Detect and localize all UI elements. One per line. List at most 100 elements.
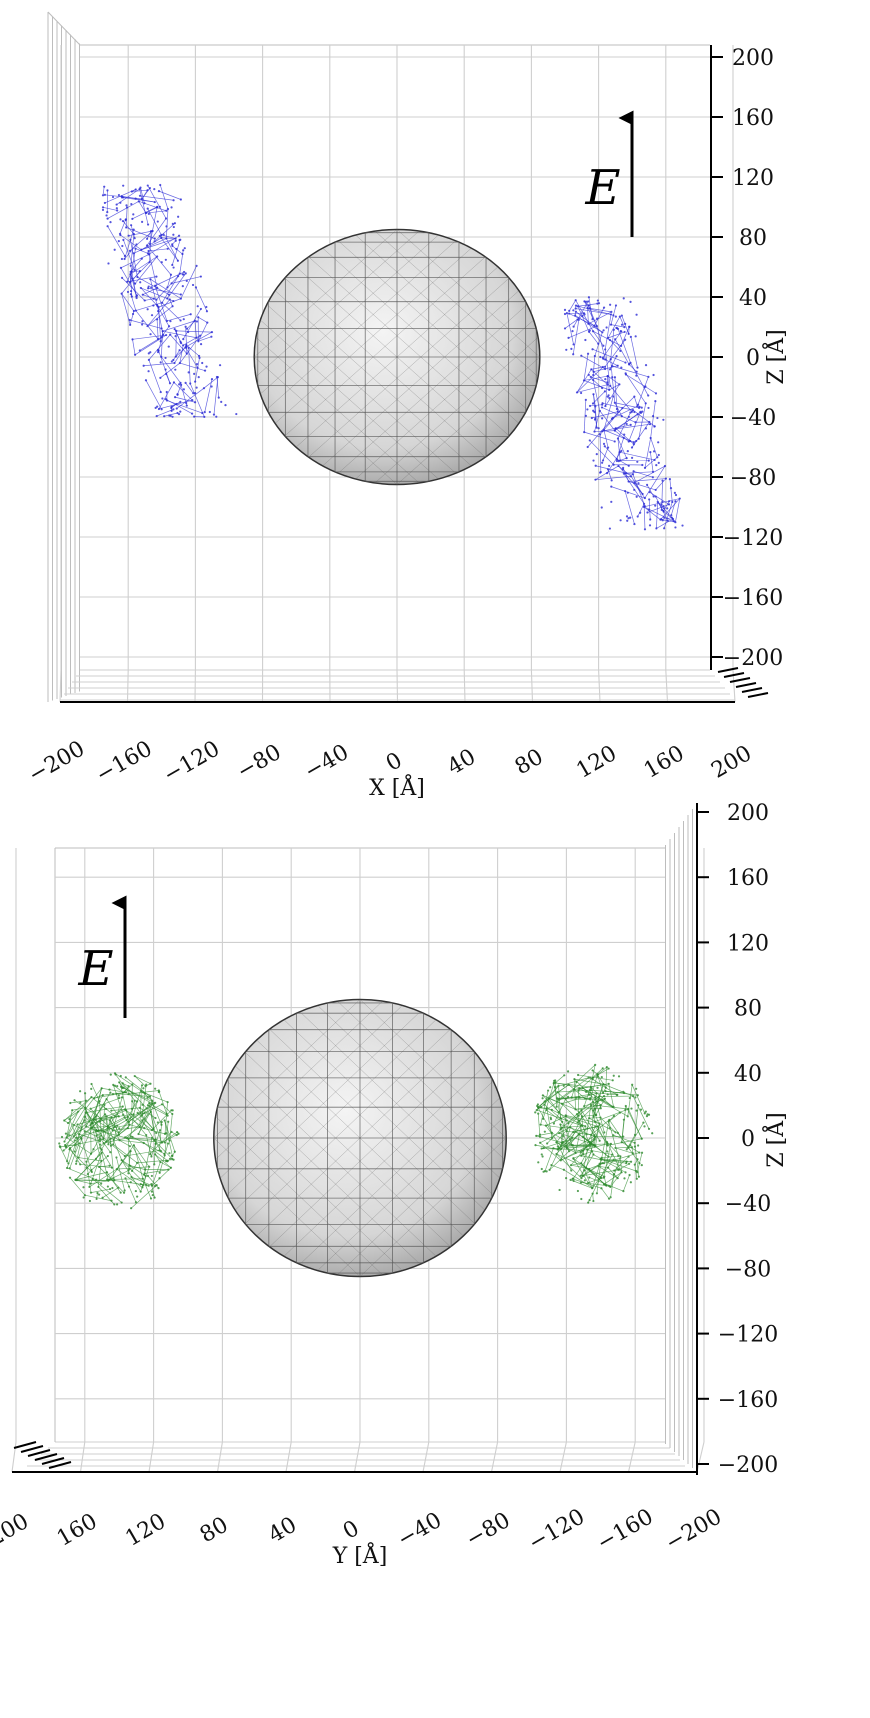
e-field-label: E xyxy=(77,941,113,997)
z-tick-label: 0 xyxy=(746,346,760,371)
x-axis-title: X [Å] xyxy=(369,773,425,801)
sphere-diagonal xyxy=(214,1000,409,1276)
sphere-diagonal xyxy=(214,1000,385,1276)
z-tick-label: 0 xyxy=(741,1127,755,1152)
pane-decor xyxy=(47,11,736,703)
protein-mesh xyxy=(563,296,684,531)
protein-meshes xyxy=(101,183,684,531)
z-tick-label: 160 xyxy=(727,866,769,891)
z-tick-label: 40 xyxy=(734,1062,762,1087)
sphere-diagonal xyxy=(214,1000,458,1276)
sphere-diagonal xyxy=(214,1000,506,1276)
z-tick-label: 40 xyxy=(739,286,767,311)
z-tick-label: 200 xyxy=(727,801,769,826)
z-tick-label: −200 xyxy=(723,646,783,671)
x-tick-label: −120 xyxy=(159,736,224,788)
protein-mesh xyxy=(58,1072,180,1210)
sphere-diagonal xyxy=(214,1000,385,1276)
x-tick-label: −80 xyxy=(462,1508,515,1553)
z-axis: 200 160 120 80 40 0 −40 −80 −120 −160 −200 xyxy=(696,801,778,1478)
sphere-diagonal xyxy=(262,1000,506,1276)
depth-tick xyxy=(741,687,763,693)
sphere-diagonal xyxy=(255,230,421,484)
sphere-diagonal xyxy=(214,1000,409,1276)
depth-tick xyxy=(747,692,769,698)
sphere-diagonal xyxy=(311,1000,506,1276)
x-tick-label: 0 xyxy=(339,1516,364,1545)
z-tick-label: 200 xyxy=(732,46,774,71)
z-tick-label: −120 xyxy=(723,526,783,551)
x-tick-label: −200 xyxy=(661,1504,726,1556)
x-axis: −200 −160 −120 −80 −40 0 40 80 120 160 200 xyxy=(24,667,769,788)
x-tick-label: −160 xyxy=(92,736,157,788)
sphere-diagonal xyxy=(286,1000,506,1276)
x-tick-label: −40 xyxy=(393,1508,446,1553)
x-tick-label: −200 xyxy=(24,736,89,788)
depth-tick xyxy=(13,1441,37,1449)
z-tick-label: −120 xyxy=(718,1323,778,1348)
x-tick-label: −40 xyxy=(300,740,353,785)
depth-tick xyxy=(729,677,751,683)
x-tick-label: 160 xyxy=(640,741,689,784)
sphere-diagonal xyxy=(214,1000,434,1276)
sphere-diagonal xyxy=(255,230,539,484)
sphere-diagonal xyxy=(255,230,445,484)
sphere-diagonal xyxy=(325,230,539,484)
depth-tick xyxy=(34,1453,58,1461)
z-tick-label: −160 xyxy=(718,1388,778,1413)
sphere-diagonal xyxy=(214,1000,506,1276)
x-tick-label: −120 xyxy=(524,1504,589,1556)
sphere-diagonal xyxy=(214,1000,458,1276)
protein-mesh xyxy=(101,183,238,418)
y-axis: 200 160 120 80 40 0 −40 −80 −120 −160 −200 xyxy=(0,1441,726,1556)
sphere-diagonal xyxy=(255,230,493,484)
sphere-diagonal xyxy=(255,230,539,484)
protein-meshes xyxy=(58,1063,654,1210)
x-tick-label: 80 xyxy=(196,1513,233,1549)
depth-tick xyxy=(27,1449,51,1457)
z-tick-label: −40 xyxy=(730,406,776,431)
x-tick-label: 200 xyxy=(707,741,756,784)
sphere-diagonal xyxy=(255,230,469,484)
sphere-diagonal xyxy=(301,230,539,484)
z-tick-label: −80 xyxy=(725,1257,771,1282)
sphere-diagonal xyxy=(262,1000,506,1276)
sphere-diagonal xyxy=(396,230,539,484)
x-tick-label: 120 xyxy=(572,741,621,784)
sphere-diagonal xyxy=(373,230,539,484)
sphere-diagonal xyxy=(255,230,421,484)
sphere-diagonal xyxy=(373,230,539,484)
sphere-diagonal xyxy=(396,230,539,484)
z-tick-label: 80 xyxy=(734,997,762,1022)
sphere-diagonal xyxy=(255,230,398,484)
z-tick-label: −40 xyxy=(725,1192,771,1217)
sphere-diagonal xyxy=(325,230,539,484)
z-axis-title: Z [Å] xyxy=(761,1112,789,1167)
x-tick-label: 120 xyxy=(121,1509,170,1552)
depth-tick xyxy=(20,1445,44,1453)
x-tick-label: −80 xyxy=(233,740,286,785)
sphere-diagonal xyxy=(214,1000,361,1276)
y-axis-title: Y [Å] xyxy=(332,1541,388,1569)
x-tick-label: 80 xyxy=(511,745,548,781)
sphere-diagonal xyxy=(311,1000,506,1276)
sphere-diagonal xyxy=(349,230,539,484)
sphere-diagonal xyxy=(349,230,539,484)
sphere-diagonal xyxy=(335,1000,506,1276)
x-tick-label: 0 xyxy=(382,748,407,777)
x-tick-label: 200 xyxy=(0,1509,33,1552)
x-tick-label: 40 xyxy=(264,1513,301,1549)
e-field-label: E xyxy=(584,160,620,216)
x-tick-label: −160 xyxy=(593,1504,658,1556)
depth-tick xyxy=(717,667,739,673)
sphere-diagonal xyxy=(255,230,469,484)
sphere-diagonal xyxy=(286,1000,506,1276)
sphere-diagonal xyxy=(214,1000,434,1276)
protein-mesh xyxy=(534,1063,654,1204)
sphere xyxy=(253,228,541,486)
z-tick-label: −80 xyxy=(730,466,776,491)
sphere-diagonal xyxy=(359,1000,506,1276)
